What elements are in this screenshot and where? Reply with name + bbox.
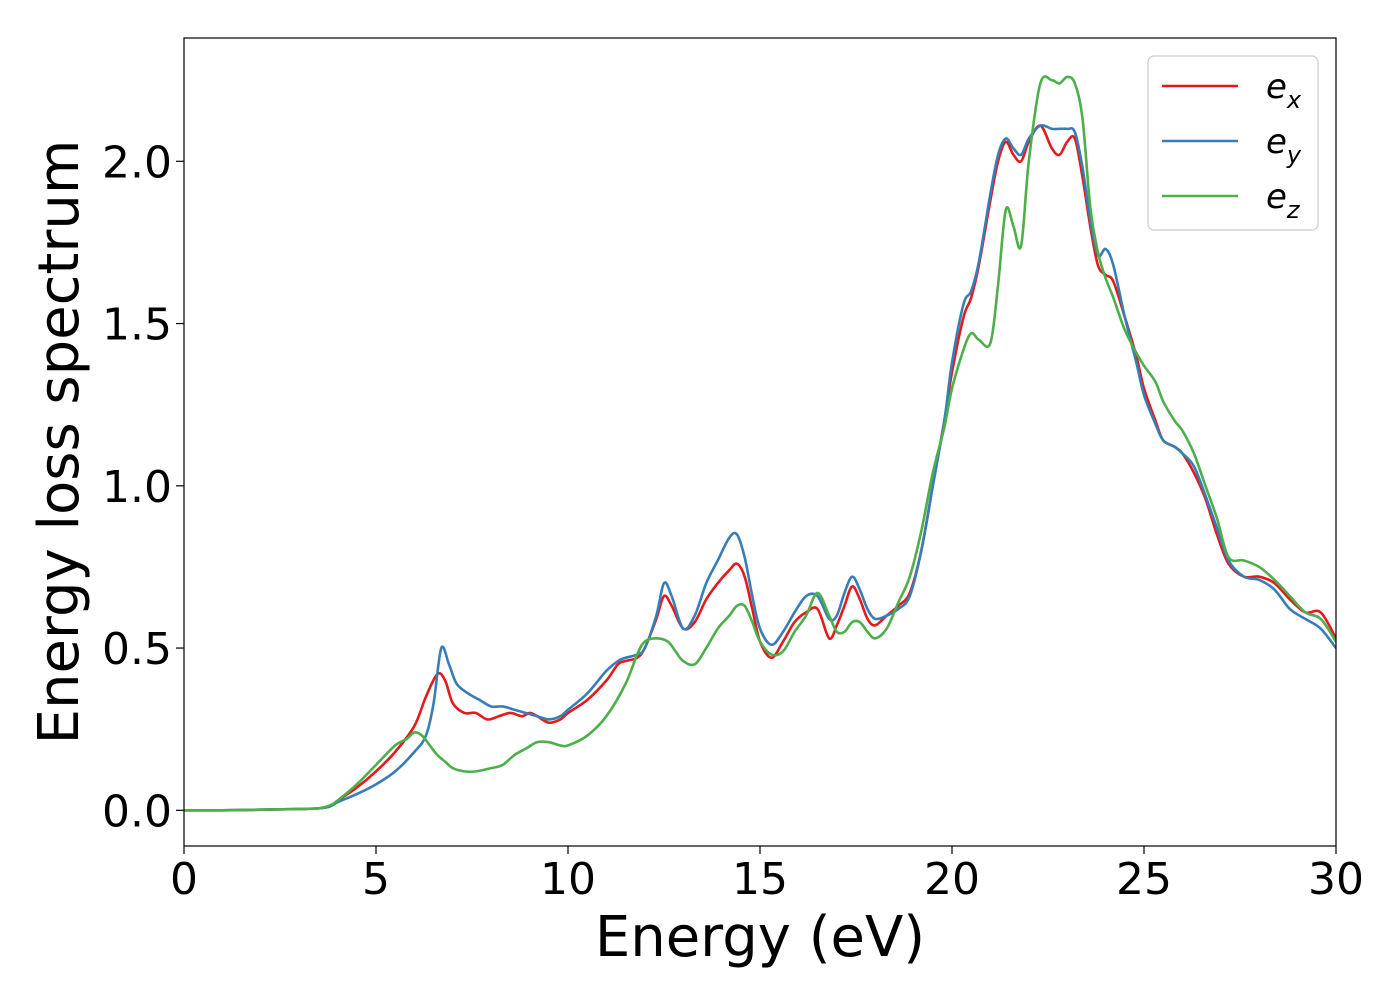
- y-tick-label: 0.5: [102, 624, 172, 675]
- legend-label-subscript: x: [1286, 86, 1302, 114]
- y-tick-label: 1.5: [102, 300, 172, 351]
- x-tick-label: 5: [362, 854, 390, 905]
- x-axis: 0 5 10 15 20 25 30: [170, 846, 1364, 905]
- x-tick-label: 15: [732, 854, 788, 905]
- y-tick-label: 1.0: [102, 462, 172, 513]
- series-line-ey: [184, 123, 1336, 812]
- x-tick-label: 25: [1116, 854, 1172, 905]
- legend-label-subscript: y: [1286, 141, 1302, 169]
- y-tick-label: 2.0: [102, 137, 172, 188]
- series-line-ez: [184, 75, 1336, 812]
- legend-label-ey: ey: [1266, 122, 1302, 169]
- y-axis: 0.0 0.5 1.0 1.5 2.0: [102, 137, 184, 837]
- legend-label-subscript: z: [1286, 196, 1301, 224]
- y-axis-label: Energy loss spectrum: [27, 140, 92, 745]
- x-tick-label: 20: [924, 854, 980, 905]
- x-tick-label: 0: [170, 854, 198, 905]
- x-tick-label: 10: [540, 854, 596, 905]
- series-layer: [184, 75, 1336, 812]
- legend-label-ez: ez: [1266, 177, 1301, 224]
- legend-label-base: e: [1266, 67, 1287, 107]
- y-tick-label: 0.0: [102, 786, 172, 837]
- legend-label-base: e: [1266, 177, 1287, 217]
- x-axis-label: Energy (eV): [595, 905, 925, 970]
- legend-box: [1147, 55, 1319, 231]
- legend-label-ex: ex: [1266, 67, 1302, 114]
- x-tick-label: 30: [1308, 854, 1364, 905]
- legend-label-base: e: [1266, 122, 1287, 162]
